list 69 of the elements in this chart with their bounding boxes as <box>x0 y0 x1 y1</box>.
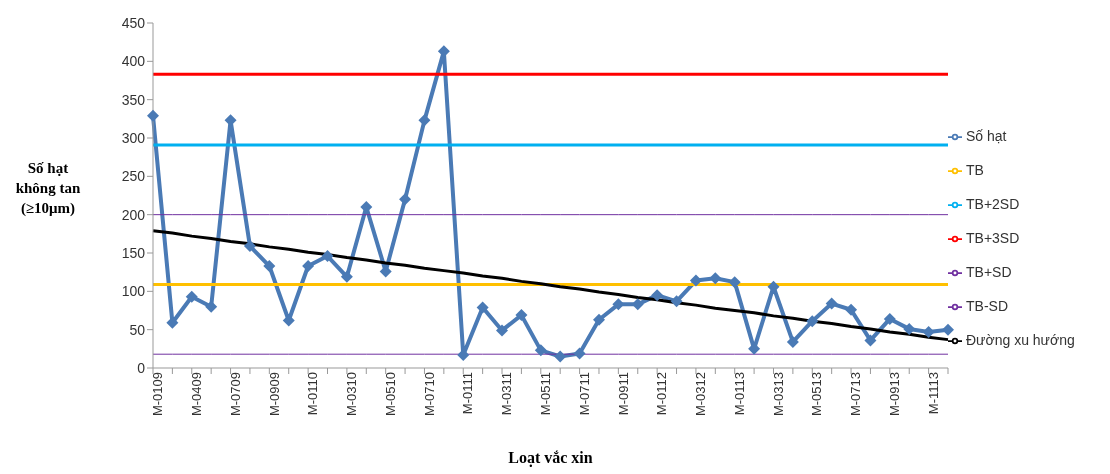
y-axis-title: Số hạt không tan (≥10μm) <box>14 159 82 218</box>
point <box>883 312 896 325</box>
legend-label: TB-SD <box>966 298 1008 314</box>
point <box>864 334 877 347</box>
point <box>806 315 819 328</box>
y-tick-label: 200 <box>121 206 146 223</box>
point <box>651 289 664 302</box>
point <box>554 350 567 363</box>
point <box>689 274 702 287</box>
point <box>515 309 528 322</box>
point <box>845 303 858 316</box>
point <box>592 313 605 326</box>
x-tick-label: M-0709 <box>227 372 243 417</box>
point <box>321 250 334 263</box>
y-tick-label: 0 <box>137 359 146 376</box>
point <box>709 272 722 285</box>
point <box>302 260 315 273</box>
x-tick-label: M-0513 <box>809 372 825 417</box>
x-tick-label: M-0511 <box>538 372 554 416</box>
point <box>399 193 412 206</box>
x-tick-label: M-0313 <box>770 372 786 417</box>
y-tick-label: 250 <box>121 168 146 185</box>
legend-label: TB+3SD <box>966 230 1020 246</box>
x-tick-label: M-0510 <box>382 372 398 417</box>
x-tick-label: M-0111 <box>460 372 476 415</box>
y-tick-label: 350 <box>121 91 146 108</box>
x-tick-label: M-0713 <box>848 372 864 417</box>
point <box>942 323 954 336</box>
x-tick-label: M-0913 <box>887 372 903 417</box>
x-tick-label: M-0109 <box>150 372 166 417</box>
y-tick-label: 300 <box>121 129 146 146</box>
point <box>340 270 353 283</box>
x-tick-label: M-0409 <box>189 372 205 417</box>
y-tick-label: 150 <box>121 244 146 261</box>
point <box>728 276 741 289</box>
point <box>786 335 799 348</box>
point <box>670 295 683 308</box>
point <box>534 344 547 357</box>
x-tick-label: M-0113 <box>731 372 747 416</box>
point <box>243 240 256 253</box>
x-tick-label: M-0310 <box>344 372 360 417</box>
x-tick-label: M-0110 <box>305 372 321 416</box>
point <box>185 290 198 303</box>
x-tick-label: M-0710 <box>421 372 437 417</box>
y-tick-label: 50 <box>129 321 146 338</box>
y-tick-label: 100 <box>121 283 146 300</box>
legend-label: Đường xu hướng <box>966 332 1075 348</box>
legend-label: TB <box>966 162 984 178</box>
point <box>147 109 159 122</box>
x-tick-label: M-0312 <box>693 372 709 417</box>
point <box>263 260 276 273</box>
x-tick-label: M-0909 <box>266 372 282 417</box>
x-tick-label: M-0711 <box>576 372 592 416</box>
y-tick-label: 450 <box>121 14 146 31</box>
y-tick-label: 400 <box>121 53 146 70</box>
x-axis-title: Loạt vắc xin <box>508 449 593 467</box>
point <box>922 325 935 338</box>
legend-label: TB+SD <box>966 264 1012 280</box>
point <box>825 297 838 310</box>
point <box>418 114 431 127</box>
x-tick-label: M-0911 <box>615 372 631 416</box>
point <box>476 301 489 314</box>
legend-label: TB+2SD <box>966 196 1020 212</box>
x-tick-label: M-0112 <box>654 372 670 416</box>
x-tick-label: M-0311 <box>499 372 515 416</box>
point <box>496 324 509 337</box>
point <box>573 347 586 360</box>
legend-label: Số hạt <box>966 128 1007 144</box>
x-tick-label: M-1113 <box>925 372 941 415</box>
